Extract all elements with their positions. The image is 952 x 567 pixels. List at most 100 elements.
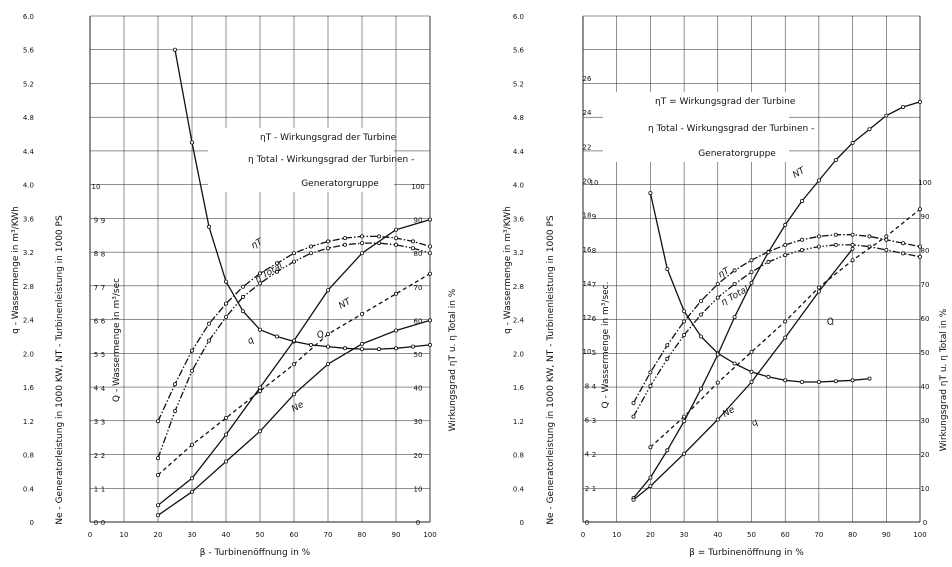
data-point <box>308 244 313 249</box>
data-point <box>427 217 432 222</box>
data-point <box>393 242 398 247</box>
n-tick-label: 5 <box>94 351 98 359</box>
data-point <box>189 489 194 494</box>
q-tick-label: 3.2 <box>23 249 34 257</box>
annotation-text: ηT - Wirkungsgrad der Turbine <box>260 133 397 143</box>
q-tick-label: 0.8 <box>23 452 34 460</box>
data-point <box>749 369 754 374</box>
annotation-backing <box>208 128 394 192</box>
data-point <box>918 99 923 104</box>
x-tick-label: 30 <box>188 531 197 539</box>
q-tick-label: 5.6 <box>23 47 35 55</box>
data-point <box>867 234 872 239</box>
n-tick-label: 22 <box>583 143 592 151</box>
efficiency-axis-label: Wirkungsgrad ηT u. η Total in % <box>939 308 949 451</box>
data-point <box>648 445 653 450</box>
series-line-ηT <box>632 234 921 404</box>
data-point <box>884 247 889 252</box>
data-point <box>783 335 788 340</box>
data-point <box>631 414 636 419</box>
eta-tick-label: 0 <box>923 519 927 527</box>
Q-tick-label: 4 <box>592 383 597 391</box>
data-point <box>816 178 821 183</box>
eta-tick-label: 100 <box>918 179 931 187</box>
x-tick-label: 90 <box>882 531 891 539</box>
data-point <box>850 140 855 145</box>
data-point <box>816 244 821 249</box>
q-tick-label: 3.2 <box>513 249 524 257</box>
x-tick-label: 10 <box>120 531 129 539</box>
series-label: Q <box>825 316 836 328</box>
q-tick-label: 2.8 <box>513 283 524 291</box>
data-point <box>359 311 364 316</box>
q-axis-label: q - Wassermenge in m³/KWh <box>11 206 21 334</box>
x-tick-label: 60 <box>290 531 299 539</box>
data-point <box>240 294 245 299</box>
eta-tick-label: 0 <box>416 519 420 527</box>
n-tick-label: 7 <box>94 284 98 292</box>
data-point <box>766 374 771 379</box>
q-tick-label: 2.4 <box>513 317 525 325</box>
Q-tick-label: 2 <box>592 451 596 459</box>
series-label: q <box>246 335 256 347</box>
data-point <box>257 429 262 434</box>
Q-tick-label: 7 <box>592 281 596 289</box>
data-point <box>867 376 872 381</box>
x-tick-label: 90 <box>392 531 401 539</box>
data-point <box>867 127 872 132</box>
eta-tick-label: 20 <box>921 451 930 459</box>
q-tick-label: 4.4 <box>23 148 35 156</box>
data-point <box>240 284 245 289</box>
Q-tick-label: 3 <box>592 417 596 425</box>
data-point <box>783 253 788 258</box>
data-point <box>189 140 194 145</box>
data-point <box>816 289 821 294</box>
data-point <box>699 298 704 303</box>
q-tick-label: 0 <box>30 519 34 527</box>
data-point <box>783 242 788 247</box>
q-tick-label: 2.8 <box>23 283 34 291</box>
series-line-q <box>174 49 431 350</box>
annotation-text: ηT = Wirkungsgrad der Turbine <box>655 97 796 107</box>
q-tick-label: 0.4 <box>23 485 35 493</box>
q-tick-label: 2.0 <box>513 350 524 358</box>
q-tick-label: 6.0 <box>23 13 34 21</box>
x-tick-label: 60 <box>781 531 790 539</box>
data-point <box>291 251 296 256</box>
data-point <box>206 224 211 229</box>
data-point <box>325 332 330 337</box>
eta-tick-label: 80 <box>921 247 930 255</box>
data-point <box>682 309 687 314</box>
data-point <box>884 234 889 239</box>
data-point <box>427 251 432 256</box>
data-point <box>901 105 906 110</box>
data-point <box>291 338 296 343</box>
data-point <box>291 362 296 367</box>
Q-tick-label: 1 <box>592 485 596 493</box>
q-tick-label: 0.8 <box>513 452 524 460</box>
series-label: Ne <box>721 405 737 420</box>
data-point <box>393 291 398 296</box>
data-point <box>325 362 330 367</box>
n-tick-label: 18 <box>583 212 592 220</box>
Q-tick-label: 7 <box>101 284 105 292</box>
data-point <box>918 254 923 259</box>
q-axis-label: q - Wassermenge in m³/KWh <box>503 206 513 334</box>
data-point <box>155 503 160 508</box>
data-point <box>682 319 687 324</box>
series-label: Ne <box>290 400 306 415</box>
eta-tick-label: 10 <box>414 485 423 493</box>
eta-tick-label: 70 <box>414 284 423 292</box>
data-point <box>274 261 279 266</box>
data-point <box>223 314 228 319</box>
data-point <box>732 361 737 366</box>
data-point <box>682 419 687 424</box>
n-tick-label: 20 <box>583 177 592 185</box>
eta-tick-label: 80 <box>414 250 423 258</box>
data-point <box>749 349 754 354</box>
annotation-text: Generatorgruppe <box>698 149 776 159</box>
Q-tick-label: 6 <box>101 318 106 326</box>
data-point <box>223 432 228 437</box>
data-point <box>172 382 177 387</box>
data-point <box>376 347 381 352</box>
